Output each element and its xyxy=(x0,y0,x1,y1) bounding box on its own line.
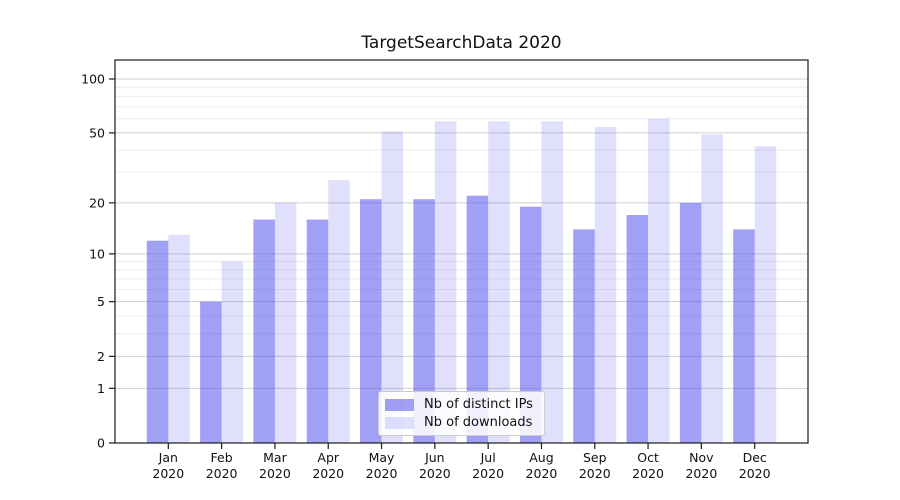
bar-downloads-Sep xyxy=(594,126,617,444)
bar-downloads-Mar xyxy=(274,202,297,443)
x-axis-label-month: Mar xyxy=(263,450,287,465)
plot-frame xyxy=(114,59,809,444)
x-axis-label-year: 2020 xyxy=(632,466,664,481)
y-axis-label: 5 xyxy=(97,294,105,309)
x-axis-label-year: 2020 xyxy=(366,466,398,481)
y-axis-label: 100 xyxy=(81,72,105,87)
x-axis-label-month: Feb xyxy=(211,450,233,465)
x-axis-label-month: Nov xyxy=(689,450,714,465)
y-axis-label: 50 xyxy=(89,125,105,140)
x-axis-label-year: 2020 xyxy=(579,466,611,481)
x-axis-label-month: May xyxy=(369,450,395,465)
y-axis-label: 20 xyxy=(89,195,105,210)
bar-downloads-Feb xyxy=(221,261,244,443)
x-axis-label-year: 2020 xyxy=(312,466,344,481)
legend-label-downloads: Nb of downloads xyxy=(424,415,533,430)
x-axis-label-year: 2020 xyxy=(739,466,771,481)
x-axis-label-year: 2020 xyxy=(472,466,504,481)
bar-distinct-ips-Dec xyxy=(733,229,755,443)
y-axis-label: 10 xyxy=(89,246,105,261)
legend-swatch-distinct-ips xyxy=(385,398,414,411)
x-axis-label-month: Dec xyxy=(743,450,767,465)
y-axis-label: 1 xyxy=(97,381,105,396)
bar-downloads-Oct xyxy=(648,118,670,443)
x-axis-label-year: 2020 xyxy=(206,466,238,481)
x-axis-label-year: 2020 xyxy=(526,466,558,481)
bar-distinct-ips-Sep xyxy=(573,229,595,443)
bar-downloads-May xyxy=(381,131,404,443)
y-axis-label: 0 xyxy=(97,436,105,451)
x-axis-label-month: Aug xyxy=(529,450,553,465)
bar-distinct-ips-Jul xyxy=(466,195,489,443)
legend-label-distinct-ips: Nb of distinct IPs xyxy=(424,397,533,412)
x-axis-label-year: 2020 xyxy=(152,466,184,481)
x-axis-label-month: Sep xyxy=(583,450,607,465)
x-axis-label-month: Apr xyxy=(317,450,339,465)
bar-downloads-Jan xyxy=(168,234,190,443)
legend-item-distinct-ips: Nb of distinct IPs xyxy=(385,397,538,412)
bar-downloads-Dec xyxy=(754,146,777,443)
bar-distinct-ips-Oct xyxy=(626,215,649,443)
bar-distinct-ips-Nov xyxy=(679,202,702,443)
x-axis-label-year: 2020 xyxy=(259,466,291,481)
legend-swatch-downloads xyxy=(385,416,414,429)
bar-distinct-ips-Apr xyxy=(306,219,329,443)
legend-item-downloads: Nb of downloads xyxy=(385,415,538,430)
x-axis-label-year: 2020 xyxy=(685,466,717,481)
x-axis-label-month: Jun xyxy=(424,450,445,465)
chart-title: TargetSearchData 2020 xyxy=(361,33,562,53)
bar-distinct-ips-Jan xyxy=(146,240,169,443)
bar-downloads-Jun xyxy=(434,121,457,443)
bar-distinct-ips-Aug xyxy=(519,206,542,443)
x-axis-label-month: Oct xyxy=(637,450,659,465)
x-axis-label-month: Jan xyxy=(158,450,178,465)
x-axis-label-month: Jul xyxy=(480,450,496,465)
bar-distinct-ips-May xyxy=(360,199,382,443)
bar-downloads-Aug xyxy=(541,121,563,443)
bar-downloads-Apr xyxy=(328,180,350,443)
bar-distinct-ips-Jun xyxy=(413,199,435,443)
bar-distinct-ips-Feb xyxy=(200,301,222,443)
y-axis-label: 2 xyxy=(97,349,105,364)
bar-distinct-ips-Mar xyxy=(253,219,275,443)
bar-downloads-Jul xyxy=(488,121,510,443)
bar-downloads-Nov xyxy=(701,134,723,443)
x-axis-label-year: 2020 xyxy=(419,466,451,481)
legend: Nb of distinct IPs Nb of downloads xyxy=(378,391,545,436)
